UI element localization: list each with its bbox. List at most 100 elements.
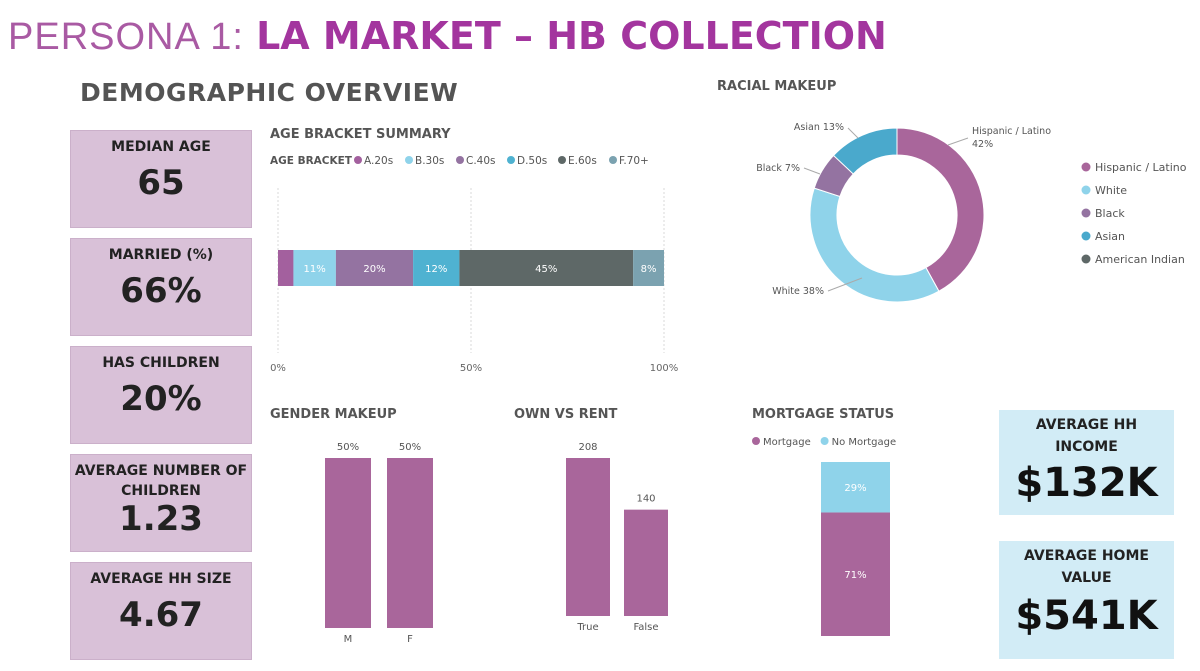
kpi-value: 1.23 bbox=[119, 499, 203, 539]
legend-label: No Mortgage bbox=[832, 437, 897, 448]
legend-label: C.40s bbox=[466, 155, 496, 167]
kpi-card-married: MARRIED (%) 66% bbox=[70, 238, 252, 336]
kpi-value: 20% bbox=[120, 379, 202, 419]
pie-slice bbox=[809, 187, 940, 303]
x-tick-label: 100% bbox=[650, 363, 679, 374]
data-label: 140 bbox=[636, 494, 655, 505]
legend-marker bbox=[354, 156, 362, 164]
slice-label: Hispanic / Latino bbox=[972, 126, 1051, 137]
legend-marker bbox=[820, 437, 829, 445]
data-label: 71% bbox=[844, 570, 866, 581]
page-title-main: LA MARKET – HB COLLECTION bbox=[256, 14, 887, 58]
kpi-value: $541K bbox=[1015, 593, 1158, 639]
data-label: 50% bbox=[399, 442, 421, 453]
slice-label: Black 7% bbox=[756, 163, 800, 174]
bar-segment bbox=[293, 250, 336, 286]
slice-label: White 38% bbox=[772, 286, 824, 297]
legend-marker bbox=[1081, 185, 1091, 195]
x-tick-label: 50% bbox=[460, 363, 482, 374]
kpi-value: 66% bbox=[120, 271, 202, 311]
kpi-value: $132K bbox=[1015, 460, 1158, 506]
data-label: 11% bbox=[304, 264, 326, 275]
legend-marker bbox=[1081, 254, 1091, 264]
mortgage-status-chart: Mortgage No Mortgage 71% 29% bbox=[752, 437, 897, 636]
mortgage-chart-title: MORTGAGE STATUS bbox=[752, 407, 895, 422]
leader-line bbox=[947, 137, 969, 146]
kpi-card-has-children: HAS CHILDREN 20% bbox=[70, 346, 252, 444]
bar bbox=[566, 458, 610, 616]
bar-segment bbox=[413, 250, 460, 286]
bar-segment bbox=[278, 250, 294, 286]
leader-line bbox=[827, 277, 863, 292]
kpi-card-avg-home-value: AVERAGE HOME VALUE $541K bbox=[999, 541, 1174, 659]
x-tick-label: F bbox=[407, 634, 413, 645]
legend-marker bbox=[1081, 208, 1091, 218]
data-label: 20% bbox=[363, 264, 385, 275]
x-tick-label: M bbox=[344, 634, 353, 645]
x-tick-label: 0% bbox=[270, 363, 286, 374]
racial-makeup-chart: Hispanic / Latino 42% White 38% Black 7% Asi… bbox=[756, 122, 1187, 303]
bar-segment bbox=[633, 250, 664, 286]
pie-slice bbox=[832, 127, 898, 175]
slice-label: Asian 13% bbox=[794, 122, 844, 133]
own-vs-rent-chart: 208 True 140 False bbox=[566, 442, 668, 633]
data-label: 50% bbox=[337, 442, 359, 453]
gender-chart-title: GENDER MAKEUP bbox=[270, 407, 397, 422]
x-tick-label: True bbox=[576, 622, 598, 633]
bar bbox=[325, 458, 371, 628]
legend-label: Mortgage bbox=[763, 437, 811, 448]
gender-makeup-chart: 50% M 50% F bbox=[325, 442, 433, 645]
kpi-label: AVERAGE HH SIZE bbox=[90, 571, 232, 587]
leader-line bbox=[847, 127, 859, 139]
legend-label: D.50s bbox=[517, 155, 547, 167]
legend-label: Hispanic / Latino bbox=[1095, 161, 1187, 174]
section-heading: DEMOGRAPHIC OVERVIEW bbox=[80, 78, 459, 107]
kpi-value: 65 bbox=[137, 163, 185, 203]
kpi-label: AVERAGE HH INCOME bbox=[1035, 417, 1138, 455]
age-bracket-chart: AGE BRACKET A.20s B.30s C.40s D.50s E.60s F.70… bbox=[270, 155, 679, 374]
legend-label: B.30s bbox=[415, 155, 444, 167]
legend-marker bbox=[1081, 231, 1091, 241]
kpi-card-avg-children: AVERAGE NUMBER OF CHILDREN 1.23 bbox=[70, 454, 252, 552]
race-chart-title: RACIAL MAKEUP bbox=[717, 79, 837, 94]
kpi-label: AVERAGE NUMBER OF CHILDREN bbox=[74, 463, 248, 499]
legend-label: Asian bbox=[1095, 230, 1125, 243]
legend-label: American Indian bbox=[1095, 253, 1185, 266]
legend-label: E.60s bbox=[568, 155, 597, 167]
data-label: 12% bbox=[425, 264, 447, 275]
kpi-card-avg-hh-size: AVERAGE HH SIZE 4.67 bbox=[70, 562, 252, 660]
data-label: 208 bbox=[578, 442, 597, 453]
page-title: PERSONA 1: LA MARKET – HB COLLECTION bbox=[8, 14, 887, 59]
kpi-label: HAS CHILDREN bbox=[102, 355, 220, 371]
x-tick-label: False bbox=[633, 622, 658, 633]
legend-marker bbox=[1081, 162, 1091, 172]
bar-segment bbox=[335, 250, 414, 286]
kpi-label: AVERAGE HOME VALUE bbox=[1024, 548, 1149, 586]
leader-line bbox=[803, 167, 821, 175]
legend-marker bbox=[752, 437, 760, 445]
bar-segment bbox=[821, 462, 890, 513]
legend-marker bbox=[507, 156, 515, 164]
data-label: 45% bbox=[535, 264, 557, 275]
kpi-value: 4.67 bbox=[119, 595, 203, 635]
kpi-card-median-age: MEDIAN AGE 65 bbox=[70, 130, 252, 228]
bar-segment bbox=[821, 512, 890, 636]
kpi-label: MARRIED (%) bbox=[108, 247, 214, 263]
legend-marker bbox=[609, 156, 617, 164]
slice-label: 42% bbox=[972, 139, 993, 150]
legend-marker bbox=[558, 156, 566, 164]
own-rent-chart-title: OWN VS RENT bbox=[514, 407, 618, 422]
page-title-prefix: PERSONA 1: bbox=[8, 16, 244, 58]
data-label: 29% bbox=[844, 483, 866, 494]
legend-label: A.20s bbox=[364, 155, 393, 167]
age-chart-title: AGE BRACKET SUMMARY bbox=[270, 127, 451, 142]
legend-title: AGE BRACKET bbox=[270, 155, 353, 167]
legend-label: F.70+ bbox=[619, 155, 649, 167]
kpi-card-avg-hh-income: AVERAGE HH INCOME $132K bbox=[999, 410, 1174, 515]
bar bbox=[624, 509, 668, 616]
legend-label: Black bbox=[1095, 207, 1125, 220]
pie-slice bbox=[896, 127, 985, 292]
legend-label: White bbox=[1095, 184, 1127, 197]
data-label: 8% bbox=[641, 264, 657, 275]
legend-marker bbox=[405, 156, 413, 164]
